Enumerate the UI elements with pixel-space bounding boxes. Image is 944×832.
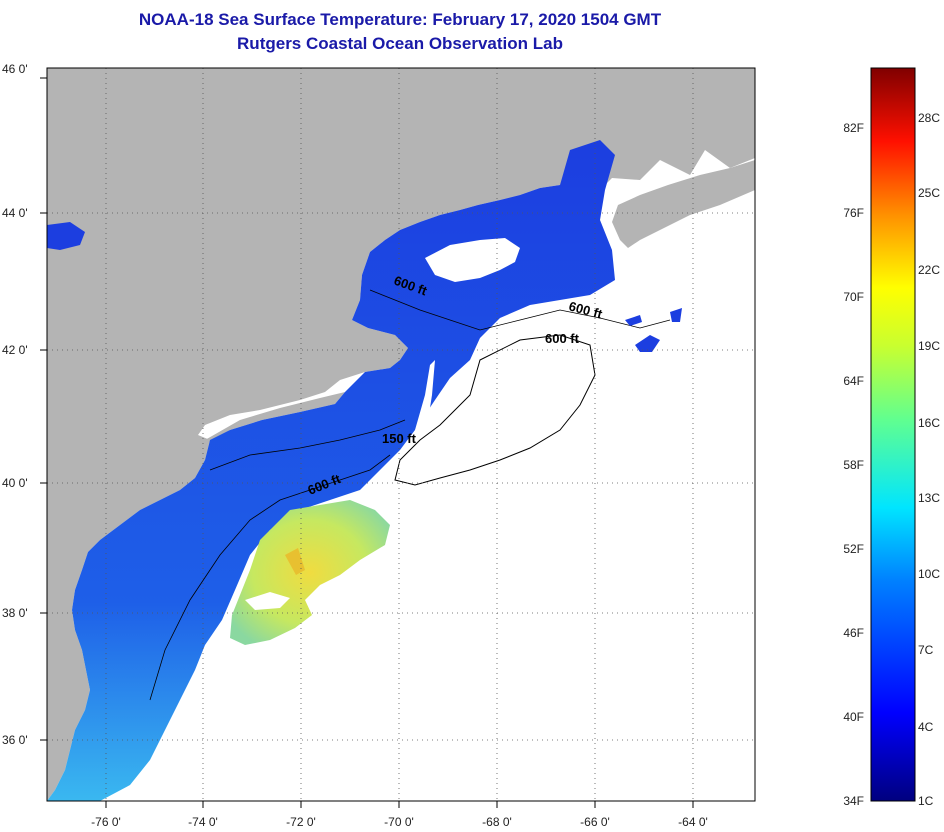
scale-label-c: 1C [918,794,934,808]
lat-label: 46 0' [2,62,28,76]
lat-label: 44 0' [2,206,28,220]
scale-label-c: 16C [918,416,940,430]
scale-label-c: 7C [918,643,934,657]
graticule [47,68,755,801]
cloud-patch-midatlantic [245,592,290,610]
ocean-sst-offshore-patch-2 [625,315,642,326]
contour-600ft-gulf [369,289,671,331]
contour-georges-bank [394,334,596,486]
color-scale: 82F 76F 70F 64F 58F 52F 46F 40F 34F 28C … [843,67,940,808]
contour-label: 150 ft [382,431,417,446]
lon-label: -66 0' [580,815,610,829]
ocean-sst-cold [47,140,615,801]
scale-label-f: 82F [843,121,864,135]
ocean-sst-offshore-patch-3 [670,308,682,322]
scale-label-c: 13C [918,491,940,505]
scale-label-c: 4C [918,720,934,734]
scale-label-c: 25C [918,186,940,200]
scale-label-f: 40F [843,710,864,724]
scale-label-f: 46F [843,626,864,640]
contour-150ft [209,419,406,471]
lon-label: -74 0' [188,815,218,829]
map-area [40,67,756,808]
lon-label: -72 0' [286,815,316,829]
scale-label-f: 76F [843,206,864,220]
lon-label: -64 0' [678,815,708,829]
cloud-patch-gulf-of-maine [425,238,520,282]
ocean-sst-bay-of-fundy [47,222,85,250]
scale-label-c: 28C [918,111,940,125]
lat-label: 42 0' [2,343,28,357]
latitude-labels: 46 0' 44 0' 42 0' 40 0' 38 0' 36 0' [2,62,28,747]
map-title: NOAA-18 Sea Surface Temperature: Februar… [138,10,662,29]
longitude-labels: -76 0' -74 0' -72 0' -70 0' -68 0' -66 0… [91,815,708,829]
scale-label-c: 10C [918,567,940,581]
contour-label: 600 ft [545,331,580,346]
scale-label-f: 70F [843,290,864,304]
scale-label-c: 22C [918,263,940,277]
land-long-island [205,392,345,442]
lat-label: 36 0' [2,733,28,747]
ocean-sst-offshore-patch [635,335,660,352]
lon-label: -68 0' [482,815,512,829]
color-scale-bar [870,67,916,802]
cloud-patch-cape-cod [415,360,435,440]
scale-label-f: 64F [843,374,864,388]
scale-label-f: 34F [843,794,864,808]
land-mass [47,68,755,801]
scale-label-c: 19C [918,339,940,353]
lon-label: -70 0' [384,815,414,829]
lat-label: 40 0' [2,476,28,490]
scale-label-f: 52F [843,542,864,556]
lat-label: 38 0' [2,606,28,620]
lon-label: -76 0' [91,815,121,829]
map-frame [46,67,756,802]
contour-600ft-shelf [149,454,391,701]
scale-label-f: 58F [843,458,864,472]
frame-ticks [40,77,694,808]
ocean-sst-warm-eddy [285,548,305,575]
map-subtitle: Rutgers Coastal Ocean Observation Lab [237,34,563,53]
land-nova-scotia [612,160,755,248]
